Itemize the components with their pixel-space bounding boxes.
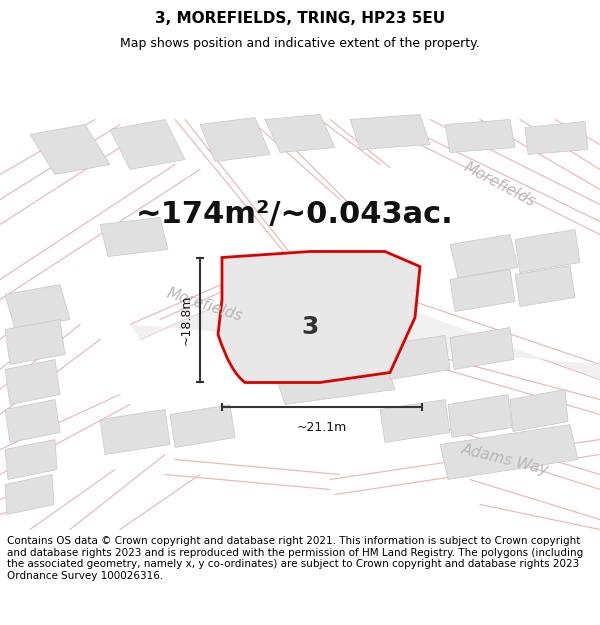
Text: 3, MOREFIELDS, TRING, HP23 5EU: 3, MOREFIELDS, TRING, HP23 5EU [155,11,445,26]
Polygon shape [450,328,514,369]
Polygon shape [380,399,450,442]
PathPatch shape [218,251,420,382]
Text: ~21.1m: ~21.1m [297,421,347,434]
Polygon shape [510,389,568,431]
Polygon shape [350,114,430,149]
Text: ~174m²/~0.043ac.: ~174m²/~0.043ac. [136,200,454,229]
Polygon shape [5,439,57,479]
Polygon shape [450,269,515,311]
Polygon shape [5,319,65,364]
Polygon shape [100,409,170,454]
Polygon shape [450,234,518,278]
Text: ~18.8m: ~18.8m [180,295,193,345]
Polygon shape [270,344,395,404]
Polygon shape [5,399,60,442]
Polygon shape [30,124,110,174]
Polygon shape [200,118,270,161]
Polygon shape [515,229,580,272]
Polygon shape [5,284,70,329]
Polygon shape [170,404,235,448]
Polygon shape [130,269,600,379]
Polygon shape [385,336,450,379]
Text: Contains OS data © Crown copyright and database right 2021. This information is : Contains OS data © Crown copyright and d… [7,536,583,581]
Text: Morefields: Morefields [461,159,538,209]
Polygon shape [265,114,335,152]
Polygon shape [100,217,168,256]
Polygon shape [110,119,185,169]
Polygon shape [5,474,54,514]
Text: Adams Way: Adams Way [460,441,550,478]
Polygon shape [5,359,60,404]
Polygon shape [440,424,578,479]
Text: Morefields: Morefields [165,285,245,324]
Polygon shape [515,266,575,306]
Polygon shape [525,121,588,154]
Polygon shape [448,394,512,438]
Text: 3: 3 [301,316,319,339]
Text: Map shows position and indicative extent of the property.: Map shows position and indicative extent… [120,38,480,51]
Polygon shape [445,119,515,152]
